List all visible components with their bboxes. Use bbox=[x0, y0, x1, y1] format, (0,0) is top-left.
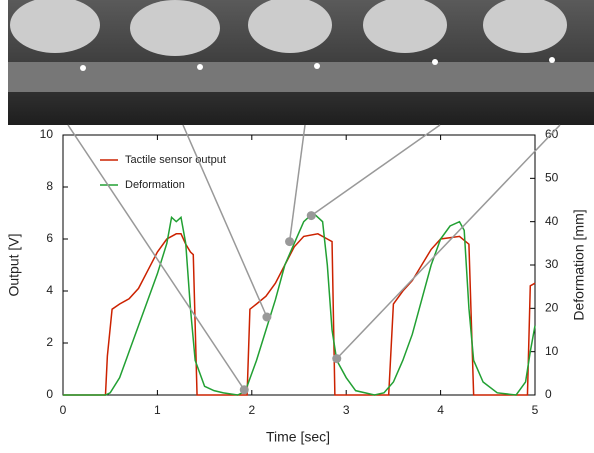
y-tick-label: 6 bbox=[46, 231, 53, 245]
x-tick-label: 1 bbox=[154, 403, 161, 417]
photo-strip bbox=[8, 0, 594, 125]
pointer-line bbox=[288, 124, 306, 242]
pointer-line bbox=[310, 124, 441, 217]
pointer-line bbox=[182, 124, 268, 318]
x-tick-label: 2 bbox=[248, 403, 255, 417]
x-tick-label: 0 bbox=[60, 403, 67, 417]
y2-tick-label: 40 bbox=[545, 214, 559, 228]
y2-tick-label: 30 bbox=[545, 257, 559, 271]
y2-tick-label: 0 bbox=[545, 387, 552, 401]
data-line bbox=[63, 211, 536, 396]
marker-dot bbox=[262, 312, 272, 322]
y2-tick-label: 10 bbox=[545, 344, 559, 358]
marker-dot bbox=[239, 385, 249, 395]
photo bbox=[125, 0, 242, 125]
y-tick-label: 0 bbox=[46, 387, 53, 401]
photo bbox=[359, 0, 476, 125]
data-line bbox=[63, 233, 536, 396]
x-axis-label: Time [sec] bbox=[266, 429, 330, 445]
y-tick-label: 10 bbox=[40, 127, 54, 141]
y2-tick-label: 20 bbox=[545, 301, 559, 315]
photo bbox=[476, 0, 594, 125]
x-tick-label: 3 bbox=[343, 403, 350, 417]
y-axis-label: Output [V] bbox=[6, 233, 22, 296]
photo bbox=[8, 0, 125, 125]
pointer-line bbox=[336, 124, 561, 360]
legend-label: Deformation bbox=[125, 179, 185, 191]
marker-dot bbox=[285, 237, 295, 247]
y-tick-label: 8 bbox=[46, 179, 53, 193]
y-tick-label: 4 bbox=[46, 283, 53, 297]
x-tick-label: 4 bbox=[437, 403, 444, 417]
y2-tick-label: 50 bbox=[545, 171, 559, 185]
marker-dot bbox=[306, 211, 316, 221]
marker-dot bbox=[332, 354, 342, 364]
legend-label: Tactile sensor output bbox=[125, 154, 226, 166]
pointer-line bbox=[67, 124, 245, 391]
x-tick-label: 5 bbox=[532, 403, 539, 417]
photo bbox=[242, 0, 359, 125]
y-tick-label: 2 bbox=[46, 335, 53, 349]
y2-axis-label: Deformation [mm] bbox=[571, 209, 587, 320]
